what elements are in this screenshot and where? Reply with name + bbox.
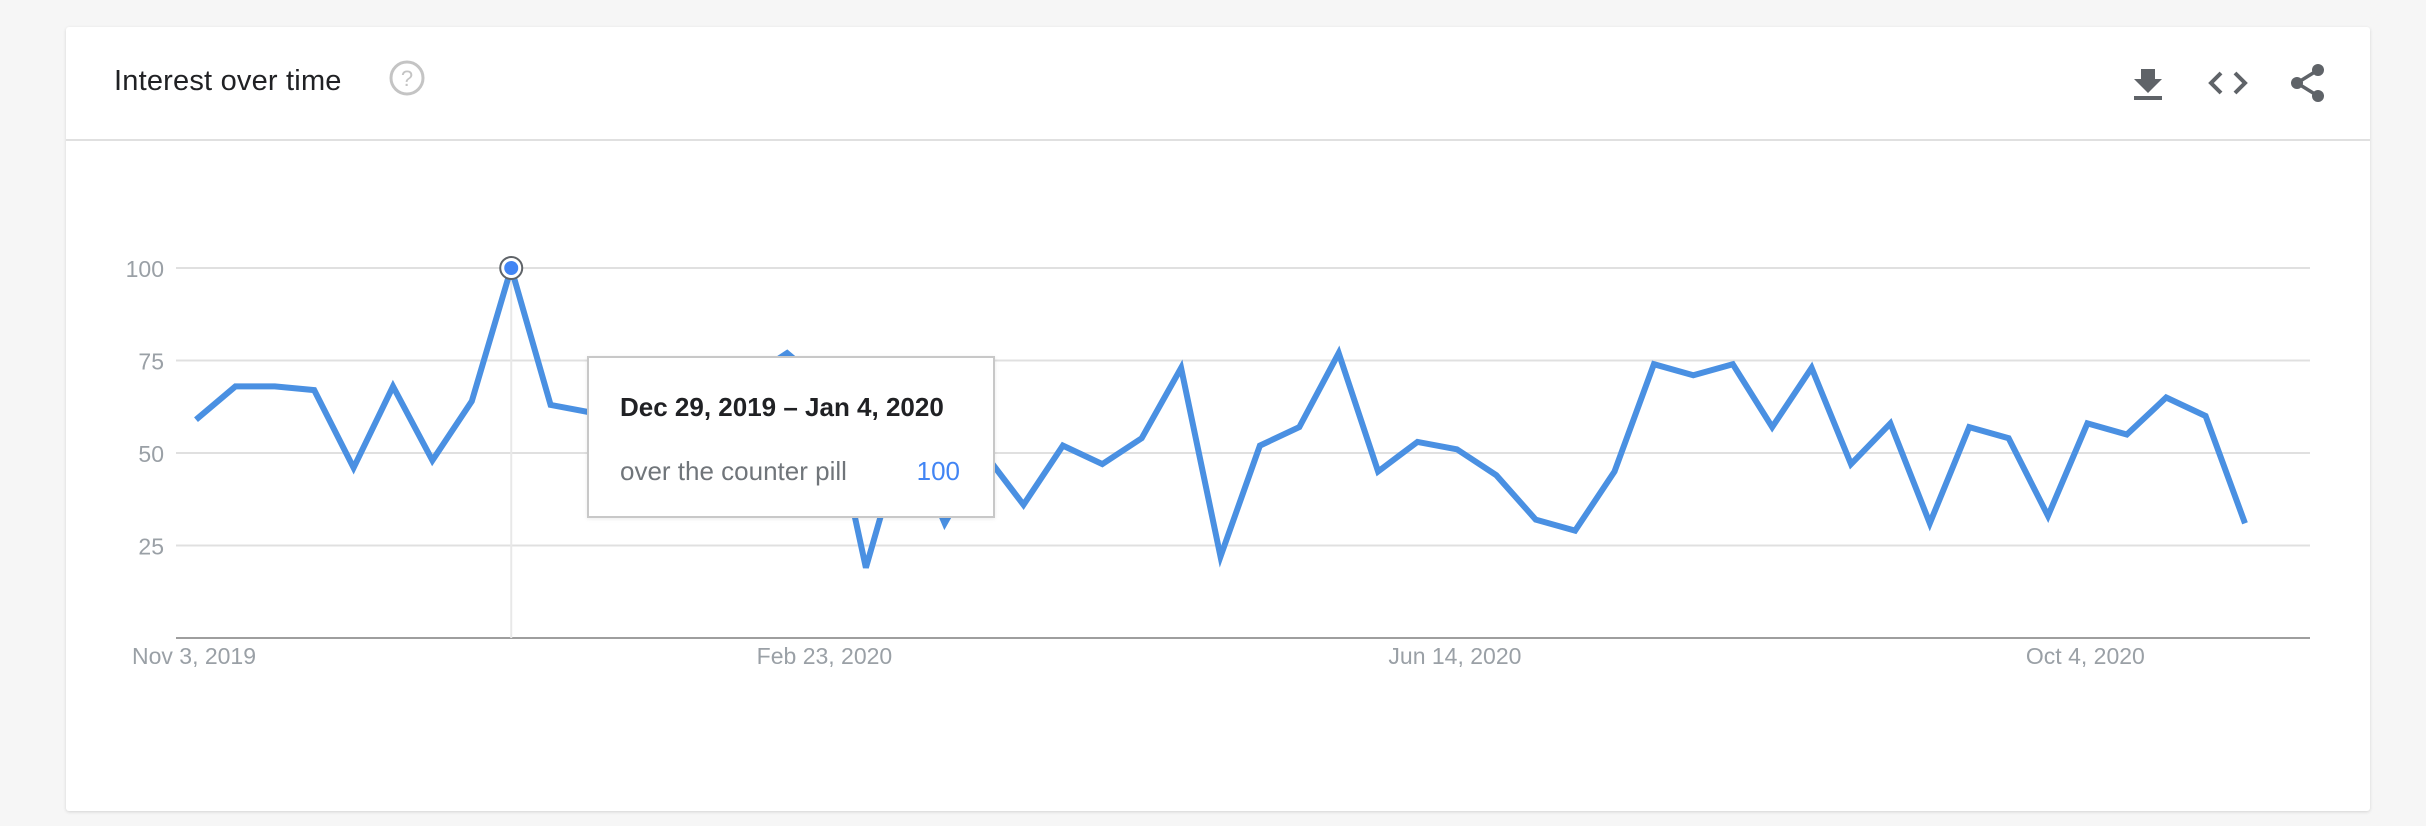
interest-over-time-card: Interest over time ? xyxy=(66,27,2370,811)
x-tick-label: Jun 14, 2020 xyxy=(1388,643,1521,669)
svg-text:?: ? xyxy=(401,66,413,91)
x-tick-label: Feb 23, 2020 xyxy=(757,643,893,669)
download-icon[interactable] xyxy=(2126,61,2170,105)
code-icon[interactable] xyxy=(2206,61,2250,105)
highlight-point xyxy=(504,261,519,275)
x-tick-label: Oct 4, 2020 xyxy=(2026,643,2145,669)
x-tick-label: Nov 3, 2019 xyxy=(132,643,256,669)
y-tick-label: 100 xyxy=(126,256,164,282)
card-title: Interest over time xyxy=(114,65,342,97)
help-circle-icon[interactable]: ? xyxy=(388,59,426,97)
y-tick-label: 50 xyxy=(138,441,164,467)
card-header: Interest over time ? xyxy=(66,27,2370,141)
series-line-over-the-counter-pill xyxy=(194,257,2248,569)
share-icon[interactable] xyxy=(2286,61,2330,105)
y-tick-label: 25 xyxy=(138,534,164,560)
y-tick-label: 75 xyxy=(138,349,164,375)
